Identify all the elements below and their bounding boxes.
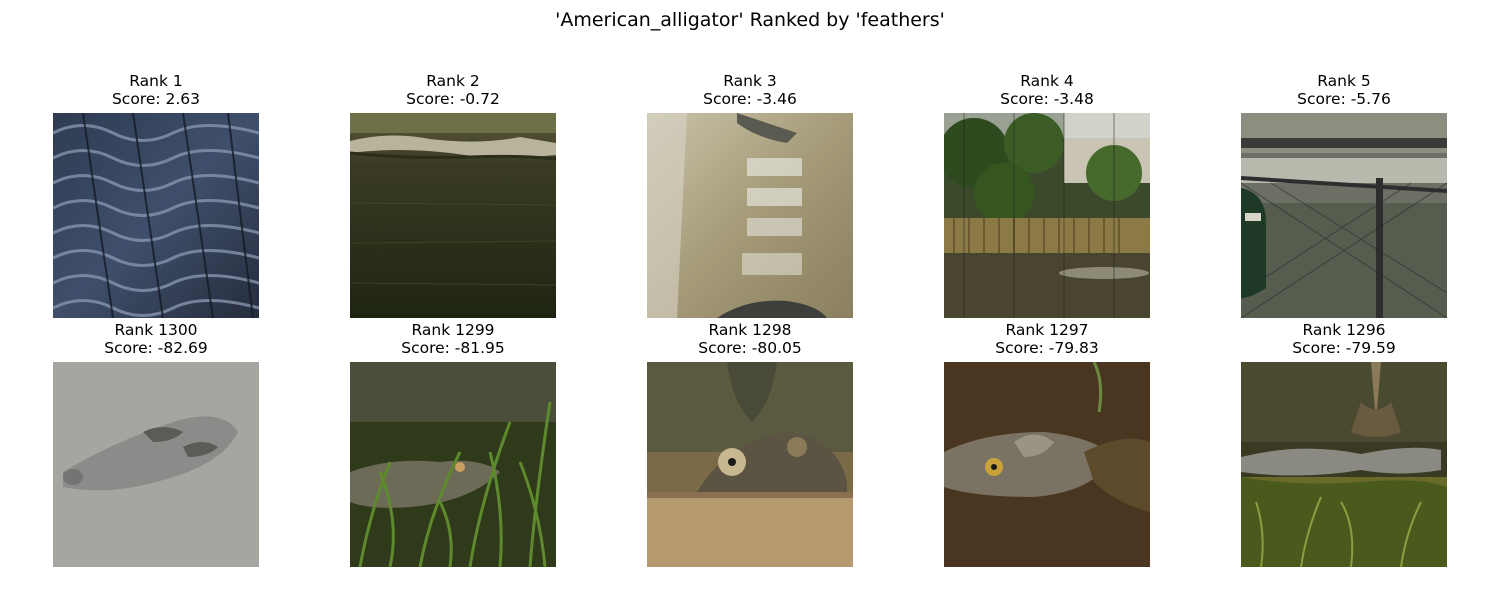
cell-title: Rank 1 Score: 2.63 [33, 72, 279, 108]
score-label: Score: -3.46 [703, 90, 797, 108]
score-label: Score: -80.05 [698, 339, 802, 357]
rank-label: Rank 5 [1317, 72, 1371, 90]
score-label: Score: -3.48 [1000, 90, 1094, 108]
cell-title: Rank 1299 Score: -81.95 [330, 321, 576, 357]
cell-title: Rank 4 Score: -3.48 [924, 72, 1170, 108]
cell-title: Rank 5 Score: -5.76 [1221, 72, 1467, 108]
score-label: Score: -79.83 [995, 339, 1099, 357]
rank-label: Rank 1297 [1005, 321, 1089, 339]
rank-label: Rank 3 [723, 72, 777, 90]
score-label: Score: -81.95 [401, 339, 505, 357]
alligator-head-brown-water-image [944, 362, 1150, 567]
zoo-pond-image [944, 113, 1150, 318]
rank-label: Rank 1298 [708, 321, 792, 339]
cell-title: Rank 1298 Score: -80.05 [627, 321, 873, 357]
cell-title: Rank 1297 Score: -79.83 [924, 321, 1170, 357]
score-label: Score: -79.59 [1292, 339, 1396, 357]
rank-label: Rank 4 [1020, 72, 1074, 90]
figure-title: 'American_alligator' Ranked by 'feathers… [555, 9, 945, 31]
rank-label: Rank 1 [129, 72, 183, 90]
fence-pond-image [1241, 113, 1447, 318]
cell-title: Rank 3 Score: -3.46 [627, 72, 873, 108]
rank-label: Rank 1296 [1302, 321, 1386, 339]
alligator-scales-image [53, 113, 259, 318]
score-label: Score: 2.63 [111, 90, 201, 108]
score-label: Score: -5.76 [1297, 90, 1391, 108]
rank-label: Rank 1300 [114, 321, 198, 339]
alligator-eyes-over-log-image [647, 362, 853, 567]
score-label: Score: -0.72 [406, 90, 500, 108]
cell-title: Rank 2 Score: -0.72 [330, 72, 576, 108]
alligator-in-grass-image [350, 362, 556, 567]
cell-title: Rank 1296 Score: -79.59 [1221, 321, 1467, 357]
rank-label: Rank 1299 [411, 321, 495, 339]
cell-title: Rank 1300 Score: -82.69 [33, 321, 279, 357]
alligator-on-mossy-bank-image [1241, 362, 1447, 567]
score-label: Score: -82.69 [104, 339, 208, 357]
rank-label: Rank 2 [426, 72, 480, 90]
alligator-head-gray-water-image [53, 362, 259, 567]
alligator-murky-water-image [647, 113, 853, 318]
alligator-dark-water-image [350, 113, 556, 318]
